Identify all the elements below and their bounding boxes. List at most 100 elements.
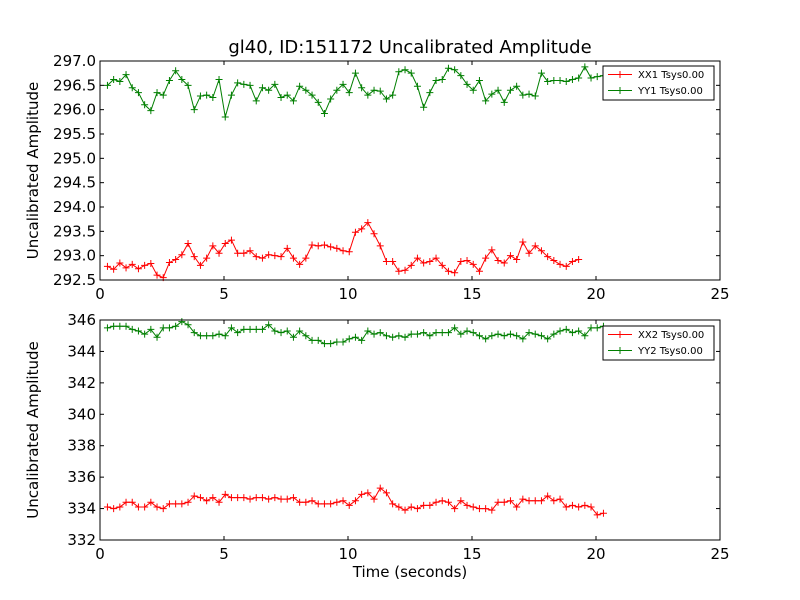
bottom-series-0-point	[444, 498, 452, 506]
top-legend-label-1: YY1 Tsys0.00	[637, 86, 703, 97]
top-series-1-point	[258, 84, 266, 92]
bottom-plot: 0 5 10 15 20 25 332 334 336 338 340 342 344 346 Uncali…	[24, 311, 730, 563]
top-series-1-point	[395, 68, 403, 76]
bottom-series-1-point	[184, 321, 192, 329]
top-y-tick-label: 294.5	[53, 174, 96, 192]
bottom-series-1-point	[302, 332, 310, 340]
top-series-0-point	[172, 256, 180, 264]
top-series-0-point	[562, 262, 570, 270]
bottom-series-0-point	[531, 497, 539, 505]
bottom-series-1-point	[234, 329, 242, 337]
top-y-tick-label: 294.0	[53, 198, 96, 216]
bottom-series-1-point	[457, 330, 465, 338]
bottom-series-1-point	[333, 338, 341, 346]
bottom-series-1-point	[401, 333, 409, 341]
top-series-0-point	[537, 247, 545, 255]
bottom-series-0-point	[147, 498, 155, 506]
bottom-series-0-point	[227, 494, 235, 502]
bottom-series-1-point	[203, 332, 211, 340]
top-series-0-point	[327, 243, 335, 251]
bottom-series-0-point	[103, 503, 111, 511]
bottom-series-0-point	[420, 501, 428, 509]
top-series-1-point	[314, 98, 322, 106]
top-series-0-point	[457, 258, 465, 266]
bottom-series-0-point	[599, 509, 607, 517]
bottom-series-0-point	[258, 494, 266, 502]
bottom-series-1-point	[128, 325, 136, 333]
bottom-series-1-point	[327, 340, 335, 348]
bottom-series-0-point	[432, 498, 440, 506]
top-series-0-point	[178, 251, 186, 259]
top-series-0-point	[227, 236, 235, 244]
bottom-series-1-point	[432, 329, 440, 337]
bottom-series-0-point	[320, 500, 328, 508]
top-y-tick-label: 293.0	[53, 247, 96, 265]
bottom-series-1-point	[190, 329, 198, 337]
bottom-series-1-point	[227, 324, 235, 332]
bottom-y-tick-label: 344	[67, 342, 96, 360]
bottom-series-0-point	[215, 498, 223, 506]
bottom-series-1-point	[345, 335, 353, 343]
top-series-1-point	[116, 77, 124, 85]
top-series-1-point	[134, 89, 142, 97]
bottom-series-0-point	[376, 484, 384, 492]
top-series-0-point	[525, 249, 533, 257]
top-series-1-point	[172, 67, 180, 75]
top-series-1-point	[128, 84, 136, 92]
top-series-1-point	[457, 72, 465, 80]
bottom-y-tick-label: 336	[67, 468, 96, 486]
bottom-series-1-point	[575, 327, 583, 335]
bottom-x-tick-label: 10	[338, 545, 357, 563]
top-series-1-point	[525, 90, 533, 98]
bottom-series-1-point	[568, 329, 576, 337]
top-series-1-point	[122, 71, 130, 79]
top-series-1-point	[413, 82, 421, 90]
top-series-0-point	[426, 258, 434, 266]
top-series-1-point	[544, 77, 552, 85]
bottom-series-1-point	[320, 340, 328, 348]
bottom-series-1-point	[413, 330, 421, 338]
top-series-1-point	[240, 80, 248, 88]
bottom-series-1-point	[165, 324, 173, 332]
bottom-series-1-point	[376, 329, 384, 337]
top-series-0-point	[506, 252, 514, 260]
bottom-y-tick-label: 342	[67, 374, 96, 392]
bottom-series-0-point	[277, 495, 285, 503]
bottom-series-1-point	[314, 336, 322, 344]
top-series-1-point	[494, 86, 502, 94]
bottom-series-0-point	[556, 495, 564, 503]
bottom-series-0-point	[382, 489, 390, 497]
bottom-y-tick-label: 346	[67, 311, 96, 329]
bottom-series-1-point	[196, 332, 204, 340]
top-series-0-point	[550, 257, 558, 265]
top-series-1-point	[376, 87, 384, 95]
bottom-series-0-point	[252, 494, 260, 502]
top-series-1-point	[333, 86, 341, 94]
top-series-1-point	[184, 81, 192, 89]
bottom-series-0-point	[153, 503, 161, 511]
bottom-legend-label-1: YY2 Tsys0.00	[637, 346, 703, 357]
bottom-series-1-point	[426, 332, 434, 340]
bottom-series-1-point	[271, 327, 279, 335]
bottom-series-0-point	[593, 511, 601, 519]
bottom-series-1-point	[593, 324, 601, 332]
bottom-series-0-point	[482, 505, 490, 513]
top-series-0-point	[116, 259, 124, 267]
top-series-1-point	[215, 75, 223, 83]
top-series-0-point	[103, 262, 111, 270]
top-series-1-point	[593, 73, 601, 81]
top-series-1-point	[339, 80, 347, 88]
bottom-legend-marker-1	[616, 347, 624, 354]
top-series-0-point	[271, 252, 279, 260]
bottom-series-0-point	[358, 490, 366, 498]
bottom-series-0-point	[401, 506, 409, 514]
bottom-series-0-point	[333, 498, 341, 506]
bottom-series-1-point	[531, 330, 539, 338]
bottom-series-0-point	[271, 494, 279, 502]
bottom-series-1-point	[178, 318, 186, 326]
top-series-1-point	[426, 89, 434, 97]
top-series-1-point	[153, 89, 161, 97]
top-series-0-point	[283, 244, 291, 252]
bottom-series-0-point	[494, 498, 502, 506]
